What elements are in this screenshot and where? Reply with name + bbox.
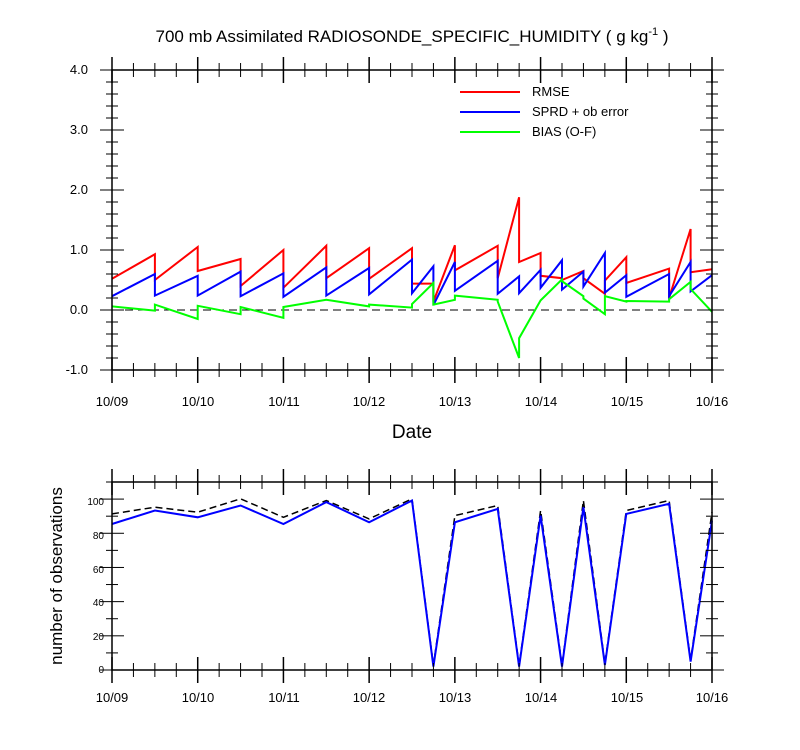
bottom-tick-marks	[100, 469, 724, 683]
possible-observations-line	[111, 497, 713, 666]
bottom-y-tick-label: 80	[93, 531, 105, 542]
bottom-y-tick-label: 100	[87, 497, 104, 508]
sprd-ob-error-series-line	[111, 249, 713, 306]
top-x-tick-label: 10/12	[353, 394, 386, 409]
bottom-y-tick-label: 20	[93, 632, 105, 643]
bottom-y-tick-label: 60	[93, 565, 105, 576]
used-observations-line	[111, 498, 713, 667]
top-tick-marks	[100, 57, 724, 383]
top-x-axis-title: Date	[392, 422, 432, 443]
bottom-x-tick-label: 10/10	[182, 690, 215, 705]
bottom-y-tick-labels: 0 20 40 60 80 100	[87, 497, 104, 676]
top-y-tick-label: 2.0	[70, 182, 88, 197]
bottom-x-tick-labels: 10/09 10/10 10/11 10/12 10/13 10/14 10/1…	[96, 690, 729, 705]
bottom-plot-area	[111, 497, 713, 667]
bottom-y-tick-label: 40	[93, 598, 105, 609]
top-x-tick-label: 10/11	[268, 394, 300, 409]
top-x-tick-label: 10/14	[525, 394, 558, 409]
legend-label-bias: BIAS (O-F)	[532, 124, 596, 139]
bottom-y-tick-label: 0	[98, 665, 104, 676]
bottom-y-axis-title: number of observations	[47, 487, 66, 665]
top-plot-area	[111, 196, 713, 359]
bottom-x-tick-label: 10/16	[696, 690, 729, 705]
legend-label-sprd: SPRD + ob error	[532, 104, 629, 119]
bottom-x-tick-label: 10/13	[439, 690, 472, 705]
legend-label-rmse: RMSE	[532, 84, 570, 99]
bottom-x-tick-label: 10/12	[353, 690, 386, 705]
legend: RMSE SPRD + ob error BIAS (O-F)	[460, 84, 629, 139]
top-x-tick-label: 10/09	[96, 394, 129, 409]
top-y-tick-label: 0.0	[70, 302, 88, 317]
rmse-series-line	[111, 196, 713, 302]
top-y-tick-label: -1.0	[66, 362, 88, 377]
bottom-x-tick-label: 10/09	[96, 690, 129, 705]
top-x-tick-label: 10/15	[611, 394, 644, 409]
top-x-tick-label: 10/13	[439, 394, 472, 409]
bottom-x-tick-label: 10/15	[611, 690, 644, 705]
top-y-tick-labels: -1.0 0.0 1.0 2.0 3.0 4.0	[66, 62, 88, 377]
top-y-tick-label: 4.0	[70, 62, 88, 77]
top-y-tick-label: 3.0	[70, 122, 88, 137]
bottom-x-tick-label: 10/11	[268, 690, 300, 705]
top-x-tick-label: 10/10	[182, 394, 215, 409]
top-y-tick-label: 1.0	[70, 242, 88, 257]
top-x-tick-label: 10/16	[696, 394, 729, 409]
chart-title: 700 mb Assimilated RADIOSONDE_SPECIFIC_H…	[156, 26, 669, 46]
top-x-tick-labels: 10/09 10/10 10/11 10/12 10/13 10/14 10/1…	[96, 394, 729, 409]
bias-series-line	[111, 277, 713, 359]
bottom-x-tick-label: 10/14	[525, 690, 558, 705]
